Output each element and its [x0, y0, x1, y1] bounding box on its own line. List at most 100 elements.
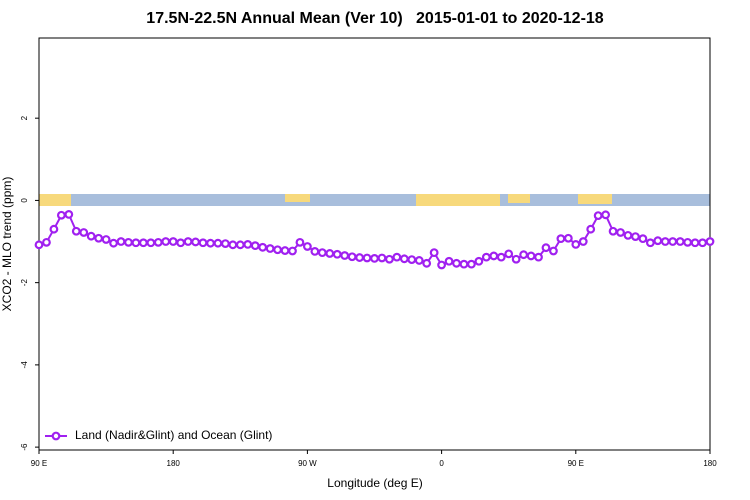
data-point [429, 248, 439, 258]
data-point [556, 234, 566, 244]
data-point [109, 238, 118, 248]
data-point [161, 237, 171, 246]
data-point [146, 238, 156, 248]
data-point [303, 242, 312, 251]
data-point [452, 258, 461, 268]
y-tick-label: -4 [20, 361, 29, 369]
data-point [511, 254, 521, 264]
data-point [645, 238, 655, 248]
x-tick-label: 180 [703, 459, 717, 468]
data-point [56, 210, 66, 220]
data-point [698, 238, 707, 248]
data-point [42, 237, 51, 247]
data-point [168, 237, 178, 246]
data-point [474, 256, 484, 266]
data-point [549, 246, 558, 256]
data-point [601, 210, 611, 220]
data-point [571, 240, 581, 249]
data-point [370, 253, 379, 263]
data-point [399, 254, 409, 264]
data-point [183, 237, 193, 246]
data-point [496, 252, 506, 262]
y-tick-label: 0 [20, 198, 29, 203]
data-point [422, 258, 432, 268]
x-tick-label: 0 [439, 459, 444, 468]
data-point [437, 260, 447, 270]
x-tick-label: 90 E [31, 459, 47, 468]
data-point [541, 243, 551, 253]
data-point [131, 238, 141, 248]
x-axis-label: Longitude (deg E) [327, 476, 422, 490]
data-point [481, 252, 491, 262]
data-point [280, 246, 290, 255]
data-point [101, 235, 111, 244]
data-point [638, 234, 648, 244]
data-point [295, 237, 305, 247]
data-point [310, 247, 320, 256]
data-point [526, 251, 536, 261]
data-point [504, 249, 514, 259]
data-point [340, 251, 350, 260]
data-point [220, 239, 230, 248]
chart-title: 17.5N-22.5N Annual Mean (Ver 10) 2015-01… [146, 10, 604, 27]
data-point [71, 226, 81, 236]
data-point [631, 232, 640, 241]
data-point [608, 226, 618, 236]
legend-label: Land (Nadir&Glint) and Ocean (Glint) [75, 428, 272, 442]
data-point [623, 230, 633, 240]
data-point [690, 238, 700, 248]
data-point [124, 237, 133, 247]
y-tick-label: -6 [20, 443, 29, 451]
data-point [332, 249, 342, 259]
data-point [138, 238, 148, 248]
data-point [683, 237, 693, 247]
data-point [325, 249, 335, 258]
data-point [49, 224, 59, 234]
x-tick-label: 180 [167, 459, 181, 468]
data-point [563, 233, 573, 243]
data-point [586, 224, 596, 234]
data-point [79, 228, 89, 237]
data-point [86, 231, 96, 241]
data-point [228, 240, 238, 250]
data-point [414, 256, 424, 265]
data-point [347, 252, 357, 262]
data-point [675, 237, 685, 246]
data-point [385, 254, 394, 264]
data-point [198, 238, 208, 248]
data-point [653, 236, 663, 246]
legend-marker [51, 431, 61, 441]
x-tick-label: 90 W [298, 459, 317, 468]
data-point [355, 253, 364, 262]
data-point [407, 255, 417, 265]
data-point [519, 250, 529, 260]
data-point [243, 240, 253, 249]
data-point [273, 245, 282, 255]
data-point [191, 237, 200, 247]
data-point [705, 237, 715, 246]
data-point [377, 253, 387, 263]
data-point [235, 240, 245, 250]
data-point [668, 237, 678, 246]
data-point [206, 238, 215, 248]
data-point [593, 211, 603, 221]
data-point [578, 237, 588, 246]
data-point [362, 253, 372, 263]
data-point [534, 252, 543, 262]
data-point [288, 246, 297, 256]
data-point [116, 237, 126, 246]
x-tick-label: 90 E [568, 459, 584, 468]
data-point [616, 228, 625, 237]
data-point [459, 259, 469, 269]
data-point [176, 238, 186, 248]
data-point [489, 251, 499, 261]
data-point [64, 209, 74, 219]
y-axis-label: XCO2 - MLO trend (ppm) [0, 177, 14, 312]
land-ocean-strip [39, 194, 710, 206]
data-point [94, 233, 104, 243]
data-point [213, 238, 223, 248]
data-point [392, 252, 402, 262]
data-point [660, 237, 670, 246]
data-point [317, 248, 327, 258]
